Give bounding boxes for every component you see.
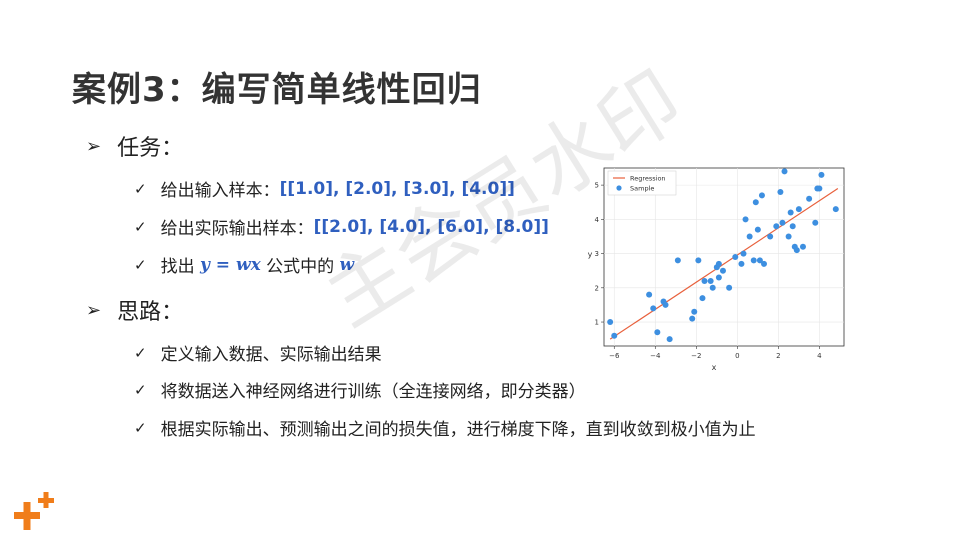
sample-point [646,291,653,298]
arrow-bullet-icon: ➢ [86,299,102,321]
legend-box [607,170,677,196]
sample-point [773,223,780,230]
sample-point [695,257,702,264]
sample-point [666,336,673,343]
check-icon: ✓ [134,217,147,236]
formula-variable: w [339,254,355,275]
regression-scatter-chart: −6 −4 −2 0 2 4 1 2 3 4 5 x y Regression Sample [588,167,845,372]
section-idea: ➢ 思路： [86,294,183,326]
sample-point [752,199,759,206]
formula: y = wx [199,254,261,275]
item-text: 将数据送入神经网络进行训练（全连接网络，即分类器） [160,382,586,402]
item-text: 给出输入样本： [160,181,280,201]
y-axis-label: y [588,250,593,259]
item-highlight: [[1.0], [2.0], [3.0], [4.0]] [279,178,515,199]
sample-point [691,308,698,315]
sample-point [818,171,825,178]
x-tick-label: −2 [691,352,701,360]
sample-point [789,223,796,230]
sample-point [709,284,716,291]
section-label: 思路： [117,300,184,325]
sample-point [689,315,696,322]
sample-point [785,233,792,240]
item-text: 根据实际输出、预测输出之间的损失值，进行梯度下降，直到收敛到极小值为止 [160,420,756,440]
sample-point [799,243,806,250]
list-item: ✓ 给出实际输出样本： [[2.0], [4.0], [6.0], [8.0]] [134,214,549,240]
legend-sample-label: Sample [630,185,654,193]
legend-sample-swatch [616,185,622,191]
sample-point [701,277,708,284]
x-tick-label: −4 [650,352,661,360]
sample-point [758,192,765,199]
sample-point [750,257,757,264]
list-item: ✓ 给出输入样本： [[1.0], [2.0], [3.0], [4.0]] [134,176,515,202]
sample-point [654,329,661,336]
sample-point [650,305,657,312]
sample-point [767,233,774,240]
item-text: 定义输入数据、实际输出结果 [160,345,382,365]
sample-point [715,274,722,281]
sample-point [732,254,739,260]
sample-point [719,267,726,274]
sample-point [742,216,749,223]
x-tick-label: 2 [776,352,780,360]
sample-point [756,257,763,264]
item-highlight: [[2.0], [4.0], [6.0], [8.0]] [313,216,549,237]
list-item: ✓ 根据实际输出、预测输出之间的损失值，进行梯度下降，直到收敛到极小值为止 [134,415,756,441]
x-tick-label: 0 [735,352,739,360]
list-item: ✓ 定义输入数据、实际输出结果 [134,340,382,366]
sample-point [806,195,813,202]
x-tick-label: 4 [817,352,822,360]
sample-point [662,301,669,308]
x-tick-label: −6 [609,352,620,360]
item-text: 找出 [160,257,200,277]
sample-point [812,219,819,226]
y-tick-label: 2 [595,284,599,292]
sample-point [777,188,784,195]
sample-point [738,260,745,267]
item-text: 公式中的 [260,257,340,277]
y-tick-label: 4 [595,216,600,224]
check-icon: ✓ [134,255,147,274]
sample-point [781,168,788,175]
y-tick-label: 5 [595,182,599,190]
sample-point [607,319,614,326]
sample-point [832,206,839,213]
sample-point [793,247,800,254]
section-label: 任务： [117,136,184,161]
check-icon: ✓ [134,179,147,198]
sample-point [726,284,733,291]
sample-point [795,206,802,213]
section-task: ➢ 任务： [86,130,183,162]
sample-point [761,260,767,267]
sample-point [715,260,722,267]
sample-point [779,219,786,226]
brand-logo-icon [14,492,54,530]
legend-regression-label: Regression [630,175,666,183]
y-tick-label: 3 [595,250,599,258]
sample-point [611,332,618,339]
sample-point [707,277,714,284]
sample-point [754,226,761,233]
y-tick-label: 1 [595,319,599,327]
x-axis-label: x [712,363,717,372]
check-icon: ✓ [134,380,147,399]
list-item: ✓ 找出 y = wx 公式中的 w [134,252,355,278]
list-item: ✓ 将数据送入神经网络进行训练（全连接网络，即分类器） [134,377,586,403]
check-icon: ✓ [134,418,147,437]
sample-point [740,250,747,257]
slide-title: 案例3：编写简单线性回归 [72,70,482,110]
arrow-bullet-icon: ➢ [86,135,102,157]
sample-point [816,185,823,192]
regression-line [609,188,839,340]
sample-point [674,257,681,264]
item-text: 给出实际输出样本： [160,219,314,239]
check-icon: ✓ [134,343,147,362]
sample-point [746,233,753,240]
sample-point [787,209,794,216]
sample-point [699,295,706,302]
